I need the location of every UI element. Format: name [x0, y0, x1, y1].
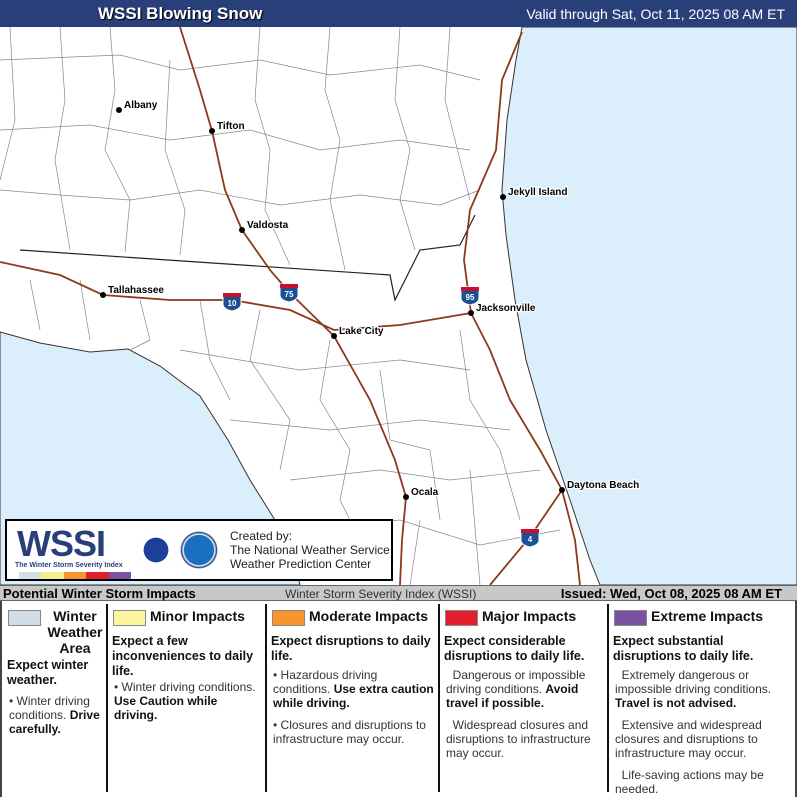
- city-albany: Albany: [116, 99, 159, 113]
- city-tallahassee: Tallahassee: [100, 284, 166, 298]
- svg-text:Ocala: Ocala: [411, 487, 439, 498]
- svg-text:Jekyll Island: Jekyll Island: [508, 187, 567, 198]
- legend-bullet: Dangerous or impossible driving conditio…: [446, 668, 586, 710]
- atlantic-ocean: [501, 27, 797, 585]
- svg-text:Daytona Beach: Daytona Beach: [567, 480, 639, 491]
- legend-title: Extreme Impacts: [651, 608, 764, 624]
- svg-text:Lake City: Lake City: [339, 326, 384, 337]
- noaa-logo-icon: [180, 531, 218, 569]
- legend-headline: Expect a few inconveniences to daily lif…: [112, 634, 254, 678]
- svg-text:4: 4: [528, 535, 533, 544]
- legend-bullet: Life-saving actions may be needed.: [615, 768, 764, 796]
- legend-extreme-impacts: Extreme Impacts Expect substantial disrup…: [611, 604, 795, 796]
- city-tifton: Tifton: [209, 120, 246, 134]
- bottom-bar: Potential Winter Storm Impacts Winter St…: [0, 585, 797, 601]
- legend-headline: Expect considerable disruptions to daily…: [444, 634, 585, 663]
- legend-divider: [106, 604, 108, 792]
- nws-logo-icon: [137, 531, 175, 569]
- org-nws: The National Weather Service: [230, 543, 390, 557]
- i95-road: [463, 31, 581, 585]
- valid-time: Valid through Sat, Oct 11, 2025 08 AM ET: [526, 6, 785, 22]
- interstate-shield-10: 10: [222, 292, 242, 312]
- legend-divider: [438, 604, 440, 792]
- legend-bullet: • Winter driving conditions. Drive caref…: [9, 694, 100, 736]
- legend-bullet: • Closures and disruptions to infrastruc…: [273, 718, 426, 746]
- legend-title: Moderate Impacts: [309, 608, 429, 624]
- city-ocala: Ocala: [403, 486, 440, 500]
- svg-text:Tallahassee: Tallahassee: [108, 285, 164, 296]
- legend-headline: Expect disruptions to daily life.: [271, 634, 431, 663]
- legend-minor-impacts: Minor Impacts Expect a few inconveniences…: [110, 604, 266, 792]
- legend-bullet: • Winter driving conditions. Use Caution…: [114, 680, 256, 722]
- header: WSSI Blowing Snow Valid through Sat, Oct…: [0, 0, 797, 27]
- svg-text:Valdosta: Valdosta: [247, 220, 289, 231]
- legend-swatch: [272, 610, 305, 626]
- legend-moderate-impacts: Moderate Impacts Expect disruptions to da…: [269, 604, 437, 792]
- legend-bullet: Extremely dangerous or impossible drivin…: [615, 668, 772, 710]
- legend-headline: Expect substantial disruptions to daily …: [613, 634, 754, 663]
- org-wpc: Weather Prediction Center: [230, 557, 372, 571]
- legend-title: Major Impacts: [482, 608, 577, 624]
- legend-swatch: [8, 610, 41, 626]
- credits: Created by: The National Weather Service…: [230, 529, 390, 571]
- legend-swatch: [113, 610, 146, 626]
- legend-major-impacts: Major Impacts Expect considerable disrupt…: [442, 604, 607, 792]
- city-jacksonville: Jacksonville: [468, 302, 537, 316]
- svg-text:Tifton: Tifton: [217, 121, 245, 132]
- interstate-shield-4: 4: [520, 528, 540, 548]
- legend-bullet: • Hazardous driving conditions. Use extr…: [273, 668, 434, 710]
- issued-time: Issued: Wed, Oct 08, 2025 08 AM ET: [560, 586, 782, 601]
- legend-swatch: [445, 610, 478, 626]
- map[interactable]: 10 75 95 4 Albany Tifton Valdosta Tallahassee L…: [0, 27, 797, 585]
- impact-legend: Winter Weather Area Expect winter weather…: [0, 601, 797, 797]
- legend-swatch: [614, 610, 647, 626]
- wssi-wordmark: WSSI: [17, 523, 106, 564]
- legend-divider: [607, 604, 609, 792]
- legend-bullet: Extensive and widespread closures and di…: [615, 718, 762, 760]
- city-jekyll-island: Jekyll Island: [500, 186, 569, 200]
- svg-text:Jacksonville: Jacksonville: [476, 303, 536, 314]
- svg-text:95: 95: [466, 293, 475, 302]
- legend-winter-weather-area: Winter Weather Area Expect winter weather…: [5, 604, 107, 792]
- wssi-color-bar: [19, 572, 132, 579]
- svg-text:Albany: Albany: [124, 100, 158, 111]
- index-name: Winter Storm Severity Index (WSSI): [285, 587, 477, 601]
- city-lake-city: Lake City: [331, 325, 385, 339]
- interstate-shield-95: 95: [460, 286, 480, 306]
- legend-title: Winter Weather Area: [47, 608, 103, 656]
- wssi-logo-box: WSSI The Winter Storm Severity Index Cre…: [5, 519, 393, 581]
- city-daytona-beach: Daytona Beach: [559, 479, 641, 493]
- legend-title: Minor Impacts: [150, 608, 245, 624]
- interstate-shield-75: 75: [279, 283, 299, 303]
- svg-text:10: 10: [228, 299, 237, 308]
- wssi-subtitle: The Winter Storm Severity Index: [15, 562, 123, 569]
- created-by: Created by:: [230, 529, 293, 543]
- city-valdosta: Valdosta: [239, 219, 290, 233]
- impacts-heading: Potential Winter Storm Impacts: [3, 586, 196, 601]
- state-line: [19, 214, 476, 302]
- svg-text:75: 75: [285, 290, 294, 299]
- legend-headline: Expect winter weather.: [7, 658, 89, 687]
- map-title: WSSI Blowing Snow: [98, 4, 263, 23]
- legend-divider: [265, 604, 267, 792]
- legend-bullet: Widespread closures and disruptions to i…: [446, 718, 591, 760]
